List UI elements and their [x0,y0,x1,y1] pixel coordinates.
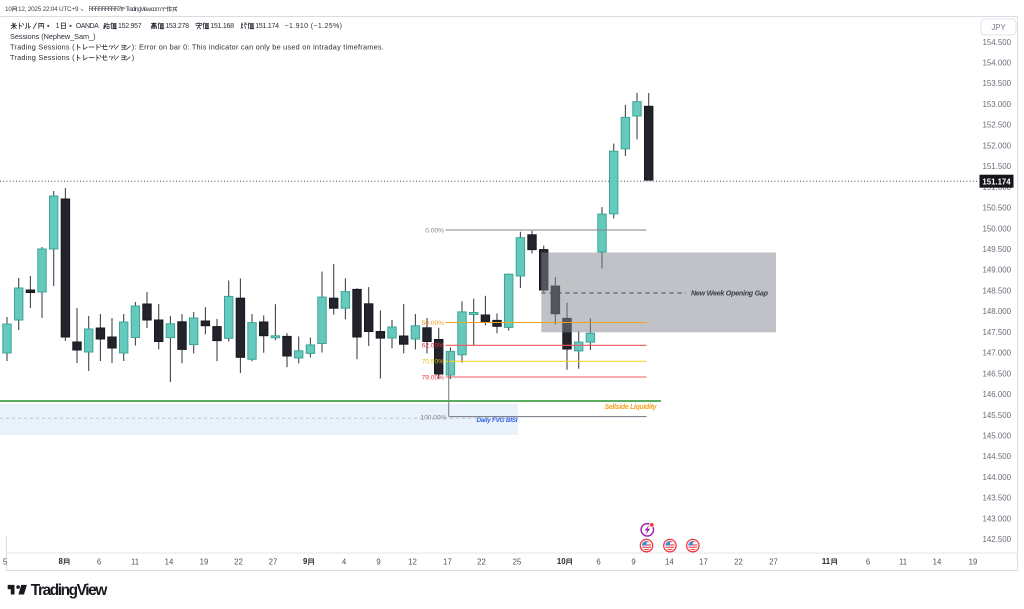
svg-text:153.278: 153.278 [165,23,189,30]
svg-text:New Week Opening Gap: New Week Opening Gap [691,289,769,298]
svg-text:100.00%: 100.00% [420,414,446,421]
svg-text:152.000: 152.000 [982,141,1011,150]
svg-text:152.500: 152.500 [982,121,1011,130]
svg-text:148.500: 148.500 [982,286,1011,295]
svg-text:143.000: 143.000 [982,514,1011,523]
svg-text:OANDA: OANDA [76,23,99,30]
svg-text:149.000: 149.000 [982,266,1011,275]
svg-text:17: 17 [699,557,708,566]
svg-text:): Error on bar 0: This indica: ): Error on bar 0: This indicator can on… [132,42,384,51]
svg-text:9: 9 [631,557,635,566]
svg-text:6: 6 [97,557,101,566]
svg-text:Trading Sessions (: Trading Sessions ( [10,53,75,62]
svg-text:14: 14 [933,557,942,566]
svg-text:11: 11 [822,557,831,566]
svg-text:148.000: 148.000 [982,307,1011,316]
svg-text:17: 17 [443,557,452,566]
svg-text:JPY: JPY [991,23,1006,32]
svg-text:Trading Sessions (: Trading Sessions ( [10,42,75,51]
svg-text:9: 9 [303,557,308,566]
svg-text:145.500: 145.500 [982,411,1011,420]
svg-text:146.000: 146.000 [982,390,1011,399]
svg-text:22: 22 [734,557,743,566]
svg-text:19: 19 [200,557,209,566]
svg-text:151.168: 151.168 [210,23,234,30]
svg-text:12: 12 [408,557,417,566]
svg-text:Sessions (Nephew_Sam_): Sessions (Nephew_Sam_) [10,32,96,41]
svg-text:12, 2025 22:04 UTC+9: 12, 2025 22:04 UTC+9 [18,6,79,13]
svg-text:151.174: 151.174 [255,23,279,30]
svg-text:62.00%: 62.00% [422,343,445,350]
svg-text:27: 27 [769,557,778,566]
svg-text:RRRRRRRRR7: RRRRRRRRR7 [89,6,122,13]
svg-text:14: 14 [165,557,174,566]
svg-text:153.500: 153.500 [982,79,1011,88]
svg-text:0.00%: 0.00% [425,227,444,234]
svg-text:151.174: 151.174 [982,177,1011,186]
svg-text:142.500: 142.500 [982,535,1011,544]
svg-text:25: 25 [513,557,522,566]
svg-text:143.500: 143.500 [982,494,1011,503]
svg-text:151.500: 151.500 [982,162,1011,171]
svg-text:6: 6 [866,557,870,566]
svg-text:8: 8 [59,557,64,566]
svg-text:11: 11 [131,557,139,566]
svg-text:19: 19 [969,557,978,566]
svg-text:6: 6 [596,557,600,566]
svg-text:11: 11 [899,557,907,566]
svg-text:145.000: 145.000 [982,432,1011,441]
svg-text:152.957: 152.957 [118,23,142,30]
svg-text:154.000: 154.000 [982,59,1011,68]
svg-text:79.00%: 79.00% [422,374,445,381]
svg-text:27: 27 [269,557,278,566]
svg-text:14: 14 [665,557,674,566]
svg-text:Daily FVG BISI: Daily FVG BISI [477,417,518,424]
svg-text:70.50%: 70.50% [422,359,445,366]
svg-text:50.00%: 50.00% [422,320,445,327]
svg-text:144.000: 144.000 [982,473,1011,482]
svg-text:1: 1 [56,23,60,30]
svg-text:): ) [132,53,134,62]
svg-text:146.500: 146.500 [982,369,1011,378]
svg-text:−1.910 (−1.25%): −1.910 (−1.25%) [285,23,343,30]
svg-text:149.500: 149.500 [982,245,1011,254]
svg-text:147.500: 147.500 [982,328,1011,337]
svg-text:147.000: 147.000 [982,349,1011,358]
svg-text:10: 10 [5,6,12,13]
svg-text:154.500: 154.500 [982,38,1011,47]
svg-text:Sellside Liquidity: Sellside Liquidity [605,404,658,411]
svg-text:150.000: 150.000 [982,224,1011,233]
svg-text:4: 4 [342,557,347,566]
svg-text:TradingView.com: TradingView.com [125,6,160,13]
svg-text:144.500: 144.500 [982,452,1011,461]
svg-text:22: 22 [477,557,486,566]
svg-text:TradingView: TradingView [31,582,108,599]
svg-text:22: 22 [234,557,243,566]
svg-text:9: 9 [376,557,380,566]
svg-text:153.000: 153.000 [982,100,1011,109]
svg-text:5: 5 [3,557,8,566]
svg-text:150.500: 150.500 [982,204,1011,213]
svg-text:10: 10 [557,557,566,566]
